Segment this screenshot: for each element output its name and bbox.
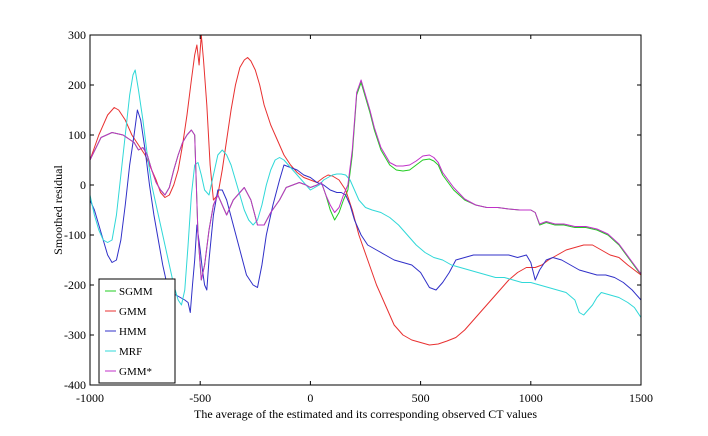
legend-label: GMM [119,306,147,318]
x-tick-label: 0 [307,391,313,405]
y-tick-label: -100 [64,228,86,242]
x-axis-label: The average of the estimated and its cor… [194,407,537,421]
plot-series [89,34,642,346]
legend-label: GMM* [119,366,152,378]
series-line-sgmm [89,82,642,281]
x-tick-label: -1000 [76,391,104,405]
legend-label: SGMM [119,286,153,298]
legend-label: HMM [119,326,147,338]
x-tick-label: 1000 [519,391,543,405]
x-axis-ticks: -1000 -500 0 500 1000 1500 [76,35,653,405]
legend-items: SGMM GMM HMM MRF GMM* [105,286,153,378]
legend: SGMM GMM HMM MRF GMM* [98,278,176,384]
series-line-gmm [89,79,642,281]
y-tick-label: -400 [64,378,86,392]
x-tick-label: 1500 [629,391,653,405]
plot-frame [89,34,642,386]
y-tick-label: 200 [68,78,86,92]
y-tick-label: 0 [80,178,86,192]
x-tick-label: -500 [189,391,211,405]
legend-label: MRF [119,346,142,358]
series-line-hmm [89,109,642,313]
y-axis-label: Smoothed residual [51,165,65,255]
series-line-mrf [89,69,642,318]
y-tick-label: 300 [68,28,86,42]
y-tick-label: -200 [64,278,86,292]
y-tick-label: 100 [68,128,86,142]
y-axis-ticks: -400 -300 -200 -100 0 100 200 300 [64,28,641,392]
series-line-gmm [89,34,642,346]
x-tick-label: 500 [412,391,430,405]
y-tick-label: -300 [64,328,86,342]
